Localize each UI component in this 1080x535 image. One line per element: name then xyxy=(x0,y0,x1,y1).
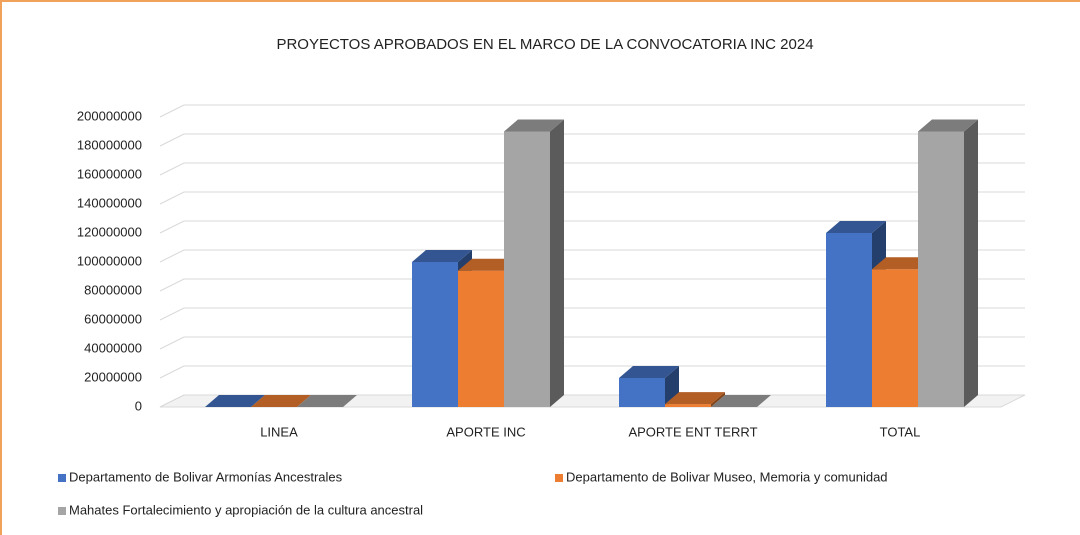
bar-face xyxy=(504,131,550,407)
bar-face xyxy=(458,258,518,271)
y-tick-label: 120000000 xyxy=(77,224,142,239)
bar-face xyxy=(711,395,771,407)
legend-swatch xyxy=(555,474,563,482)
legend-swatch xyxy=(58,474,66,482)
bar-face xyxy=(297,395,357,407)
bar-face xyxy=(412,250,472,262)
bar xyxy=(711,395,771,407)
bar-face xyxy=(619,378,665,407)
y-tick-label: 20000000 xyxy=(84,369,142,384)
grid-line xyxy=(159,162,1025,176)
legend-label: Departamento de Bolivar Armonías Ancestr… xyxy=(69,469,343,484)
bar xyxy=(297,395,357,407)
bar-face xyxy=(619,366,679,378)
y-tick-label: 180000000 xyxy=(77,137,142,152)
grid-line xyxy=(159,249,1025,263)
bar-face xyxy=(251,395,311,407)
grid-line xyxy=(159,133,1025,147)
bar-face xyxy=(205,395,265,407)
bar xyxy=(205,395,265,407)
bar-face xyxy=(665,392,725,405)
grid-line xyxy=(159,278,1025,292)
grid-line xyxy=(159,104,1025,118)
bar-face xyxy=(665,404,711,407)
bar-face xyxy=(872,257,932,270)
bar-face xyxy=(918,119,978,132)
y-tick-label: 200000000 xyxy=(77,108,142,123)
grid-line xyxy=(159,365,1025,379)
y-tick-label: 140000000 xyxy=(77,195,142,210)
bar-face xyxy=(826,233,872,407)
bar-face xyxy=(918,131,964,407)
legend-label: Mahates Fortalecimiento y apropiación de… xyxy=(69,502,423,517)
bar xyxy=(251,395,311,407)
bar-face xyxy=(504,119,564,132)
bar xyxy=(504,119,564,407)
grid-line xyxy=(159,220,1025,234)
x-tick-label: TOTAL xyxy=(880,424,921,439)
x-tick-label: LINEA xyxy=(260,424,298,439)
bar-face xyxy=(458,270,504,407)
bar xyxy=(665,392,725,407)
y-tick-label: 60000000 xyxy=(84,311,142,326)
y-tick-label: 0 xyxy=(135,398,142,413)
x-tick-label: APORTE INC xyxy=(446,424,525,439)
legend-swatch xyxy=(58,507,66,515)
bar xyxy=(918,119,978,407)
grid-line xyxy=(159,191,1025,205)
bar xyxy=(619,366,679,407)
y-tick-label: 80000000 xyxy=(84,282,142,297)
y-tick-label: 160000000 xyxy=(77,166,142,181)
y-tick-label: 40000000 xyxy=(84,340,142,355)
chart-title: PROYECTOS APROBADOS EN EL MARCO DE LA CO… xyxy=(276,36,813,53)
x-tick-label: APORTE ENT TERRT xyxy=(628,424,757,439)
bar-face xyxy=(826,221,886,233)
bar-face xyxy=(872,269,918,407)
y-tick-label: 100000000 xyxy=(77,253,142,268)
bar-face xyxy=(964,119,978,407)
bar-face xyxy=(550,119,564,407)
legend-label: Departamento de Bolivar Museo, Memoria y… xyxy=(566,469,888,484)
grid-line xyxy=(159,336,1025,350)
bar-face xyxy=(412,262,458,407)
bar-face xyxy=(711,392,725,407)
grid-line xyxy=(159,307,1025,321)
